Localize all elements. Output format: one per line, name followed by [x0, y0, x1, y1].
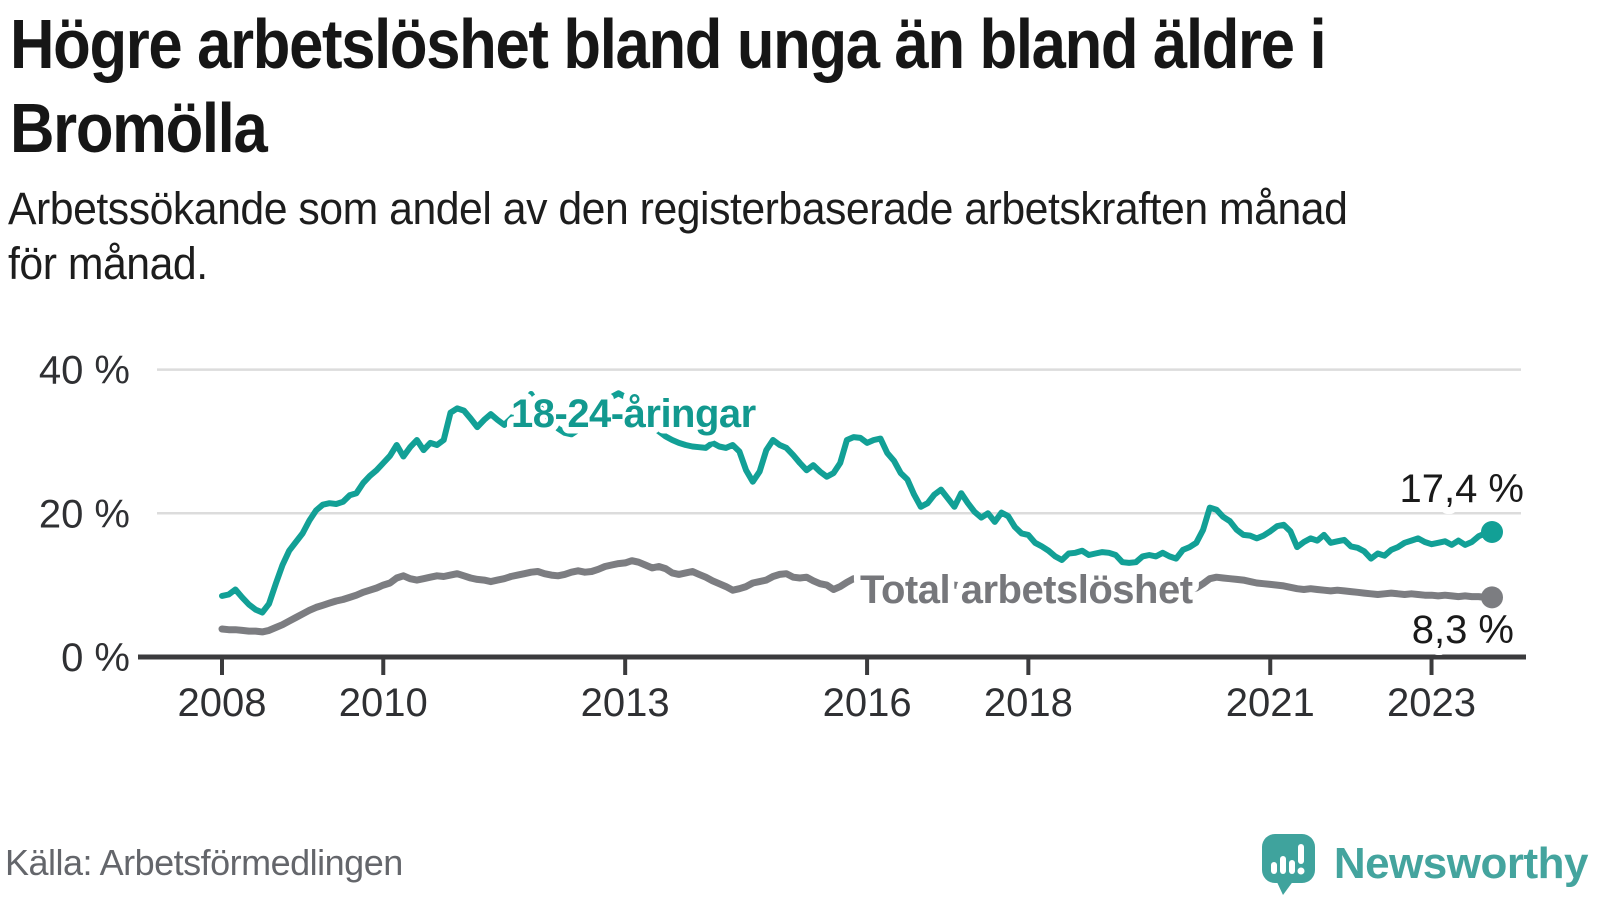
newsworthy-logo-text: Newsworthy [1333, 839, 1589, 888]
x-axis-labels: 2008 2010 2013 2016 2018 2021 2023 [178, 681, 1477, 725]
x-tick-label: 2021 [1226, 681, 1315, 725]
x-tick-label: 2008 [178, 681, 267, 725]
series-label-youth-halo: 18-24-åringar [511, 392, 756, 436]
end-value-youth-halo: 17,4 % [1399, 467, 1524, 511]
series-line-youth [219, 390, 1495, 616]
end-value-total-halo: 8,3 % [1412, 608, 1514, 652]
end-value-youth: 17,4 % [1399, 467, 1524, 511]
x-tick-label: 2016 [823, 681, 912, 725]
subtitle-line-1: Arbetssökande som andel av den registerb… [8, 183, 1348, 234]
chart-subtitle: Arbetssökande som andel av den registerb… [8, 181, 1600, 291]
end-value-total: 8,3 % [1412, 608, 1514, 652]
y-tick-label: 20 % [39, 492, 130, 536]
y-tick-label: 0 % [61, 636, 130, 680]
subtitle-line-2: för månad. [8, 238, 208, 289]
series-label-total: Total arbetslöshet [860, 568, 1193, 612]
newsworthy-logo: Newsworthy [1260, 828, 1589, 900]
series-label-youth: 18-24-åringar [511, 392, 756, 436]
title-line-1: Högre arbetslöshet bland unga än bland ä… [10, 5, 1327, 83]
source-credit: Källa: Arbetsförmedlingen [5, 842, 403, 883]
title-line-2: Bromölla [10, 89, 268, 167]
x-tick-label: 2010 [339, 681, 428, 725]
series-label-total-halo: Total arbetslöshet [860, 568, 1193, 612]
x-tick-label: 2018 [984, 681, 1073, 725]
newsworthy-logo-icon [1261, 834, 1315, 895]
x-axis-ticks [220, 657, 1434, 675]
y-axis-labels: 0 % 20 % 40 % [39, 349, 130, 680]
y-tick-label: 40 % [39, 349, 130, 393]
gridlines [157, 368, 1521, 515]
series-line-total [218, 557, 1496, 636]
x-tick-label: 2013 [581, 681, 670, 725]
x-tick-label: 2023 [1387, 681, 1476, 725]
endpoint-dot-total [1481, 586, 1503, 609]
page-title: Högre arbetslöshet bland unga än bland ä… [10, 2, 1594, 170]
endpoint-dot-youth [1481, 520, 1503, 543]
